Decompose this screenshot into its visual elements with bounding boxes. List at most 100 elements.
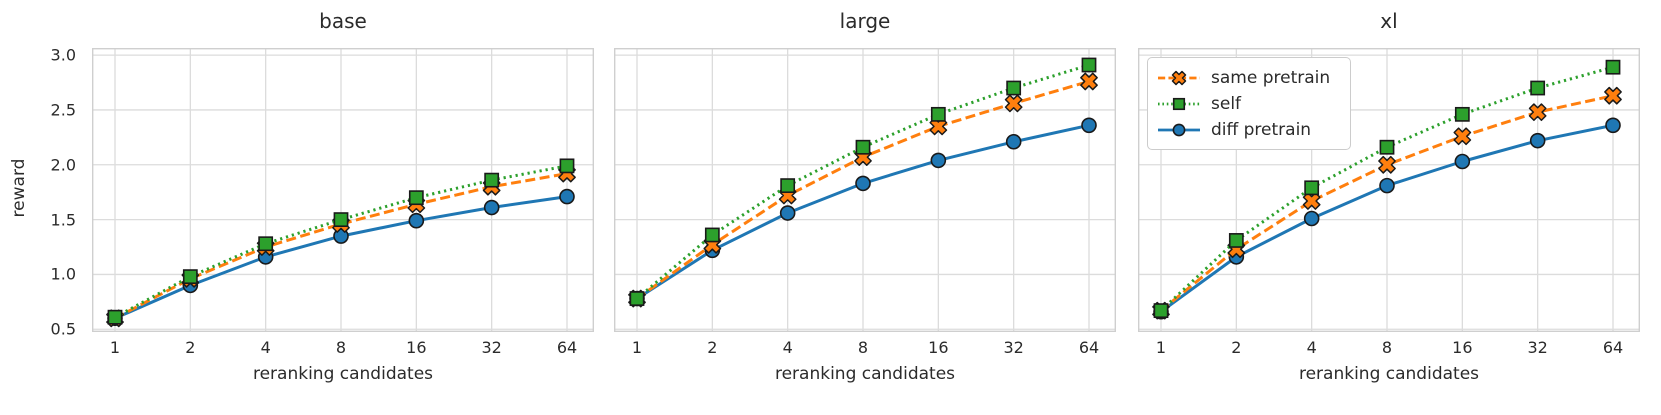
legend-item-same-pretrain: same pretrain <box>1157 65 1340 90</box>
x-tick-label: 2 <box>1231 338 1242 357</box>
marker-square-self <box>559 158 575 174</box>
plot-area-large <box>614 48 1116 332</box>
marker-square-self <box>1530 80 1546 96</box>
y-tick-label: 2.5 <box>50 100 76 120</box>
marker-circle-diff-pretrain <box>855 175 871 192</box>
marker-square-self <box>780 178 796 194</box>
x-axis-label-large: reranking candidates <box>774 364 956 384</box>
legend-marker <box>1172 97 1186 110</box>
panel-title-large: large <box>839 9 891 33</box>
marker-square-self <box>258 236 274 252</box>
x-tick-label: 64 <box>1602 338 1624 357</box>
x-tick-label: 1 <box>109 338 121 357</box>
marker-circle-diff-pretrain <box>1379 177 1395 194</box>
x-tick-label: 4 <box>782 338 793 357</box>
legend-marker <box>1172 123 1186 136</box>
x-tick-label: 4 <box>260 338 271 357</box>
marker-square-self <box>1006 80 1022 96</box>
x-tick-label: 32 <box>481 338 502 357</box>
x-tick-label: 16 <box>928 338 949 357</box>
y-tick-label: 2.0 <box>50 155 76 175</box>
x-tick-label: 4 <box>1306 338 1317 357</box>
marker-square-self <box>629 291 645 306</box>
x-axis-label-xl: reranking candidates <box>1298 364 1480 384</box>
marker-circle-diff-pretrain <box>559 188 575 205</box>
marker-square-self <box>704 227 720 243</box>
marker-square-self <box>855 139 871 155</box>
panel-large: large 1 2 4 8 16 32 64 reranking candidates <box>614 0 1116 415</box>
x-tick-label: 32 <box>1527 338 1548 357</box>
x-tick-label: 1 <box>631 338 643 357</box>
legend-label: diff pretrain <box>1211 119 1312 140</box>
x-tick-label: 2 <box>185 338 196 357</box>
x-axis-ticks-xl: 1 2 4 8 16 32 64 <box>1138 338 1640 360</box>
legend-label: self <box>1211 93 1242 114</box>
y-tick-label: 1.0 <box>50 264 76 284</box>
marker-square-self <box>1304 180 1320 196</box>
x-tick-label: 16 <box>406 338 427 357</box>
legend-label: same pretrain <box>1211 67 1331 88</box>
x-tick-label: 32 <box>1003 338 1024 357</box>
x-axis-label-base: reranking candidates <box>252 364 434 384</box>
plot-border <box>92 48 594 332</box>
plot-border <box>614 48 1116 332</box>
marker-X-same-pretrain <box>1528 103 1547 122</box>
marker-circle-diff-pretrain <box>1081 117 1097 134</box>
y-tick-label: 3.0 <box>50 45 76 65</box>
x-axis-ticks-base: 1 2 4 8 16 32 64 <box>92 338 594 360</box>
marker-square-self <box>1081 57 1097 73</box>
marker-X-same-pretrain <box>1378 155 1396 174</box>
x-tick-label: 8 <box>1381 338 1393 357</box>
x-tick-label: 64 <box>1078 338 1100 357</box>
y-axis-label: reward <box>9 158 29 218</box>
x-tick-label: 8 <box>335 338 347 357</box>
marker-circle-diff-pretrain <box>1303 210 1320 227</box>
x-axis-ticks-large: 1 2 4 8 16 32 64 <box>614 338 1116 360</box>
panel-xl: xl 1 2 4 8 16 32 64 reranking candidates <box>1138 0 1640 415</box>
X-marker-line-icon <box>1158 70 1200 85</box>
x-tick-label: 2 <box>707 338 718 357</box>
marker-square-self <box>1605 59 1621 75</box>
marker-circle-diff-pretrain <box>779 205 796 221</box>
legend-item-diff-pretrain: diff pretrain <box>1157 117 1340 142</box>
marker-circle-diff-pretrain <box>1005 133 1022 150</box>
marker-square-self <box>408 190 424 206</box>
legend-marker <box>1171 70 1187 85</box>
marker-circle-diff-pretrain <box>483 199 500 216</box>
marker-square-self <box>333 212 349 228</box>
x-tick-label: 1 <box>1155 338 1167 357</box>
x-tick-label: 16 <box>1452 338 1473 357</box>
plot-area-xl <box>1138 48 1640 332</box>
plot-border <box>1138 48 1640 332</box>
marker-square-self <box>182 269 198 285</box>
legend: same pretrain self diff pretrain <box>1147 57 1351 150</box>
x-tick-label: 8 <box>857 338 869 357</box>
panel-title-base: base <box>319 9 367 33</box>
marker-X-same-pretrain <box>1080 72 1098 91</box>
marker-X-same-pretrain <box>1604 86 1622 105</box>
marker-square-self <box>1153 303 1169 319</box>
marker-circle-diff-pretrain <box>1529 132 1546 149</box>
marker-circle-diff-pretrain <box>408 212 425 229</box>
plot-area-base <box>92 48 594 332</box>
panel-title-xl: xl <box>1380 9 1398 33</box>
marker-circle-diff-pretrain <box>930 152 947 169</box>
y-tick-label: 0.5 <box>50 319 76 339</box>
marker-circle-diff-pretrain <box>1605 117 1621 134</box>
square-marker-line-icon <box>1158 97 1200 110</box>
x-tick-label: 64 <box>556 338 578 357</box>
marker-square-self <box>1228 233 1244 248</box>
marker-square-self <box>107 309 123 325</box>
marker-square-self <box>1454 106 1470 122</box>
marker-square-self <box>1379 139 1395 155</box>
y-axis-ticks: 0.5 1.0 1.5 2.0 2.5 3.0 <box>38 45 84 339</box>
marker-X-same-pretrain <box>1453 127 1472 146</box>
panel-base: base 0.5 1.0 1.5 2.0 2.5 3.0 1 2 4 8 16 32 64 reran… <box>51 0 594 415</box>
circle-marker-line-icon <box>1158 123 1200 136</box>
legend-item-self: self <box>1157 91 1340 116</box>
marker-square-self <box>484 172 500 188</box>
marker-circle-diff-pretrain <box>1454 153 1471 170</box>
marker-square-self <box>930 106 946 122</box>
y-tick-label: 1.5 <box>50 210 76 230</box>
